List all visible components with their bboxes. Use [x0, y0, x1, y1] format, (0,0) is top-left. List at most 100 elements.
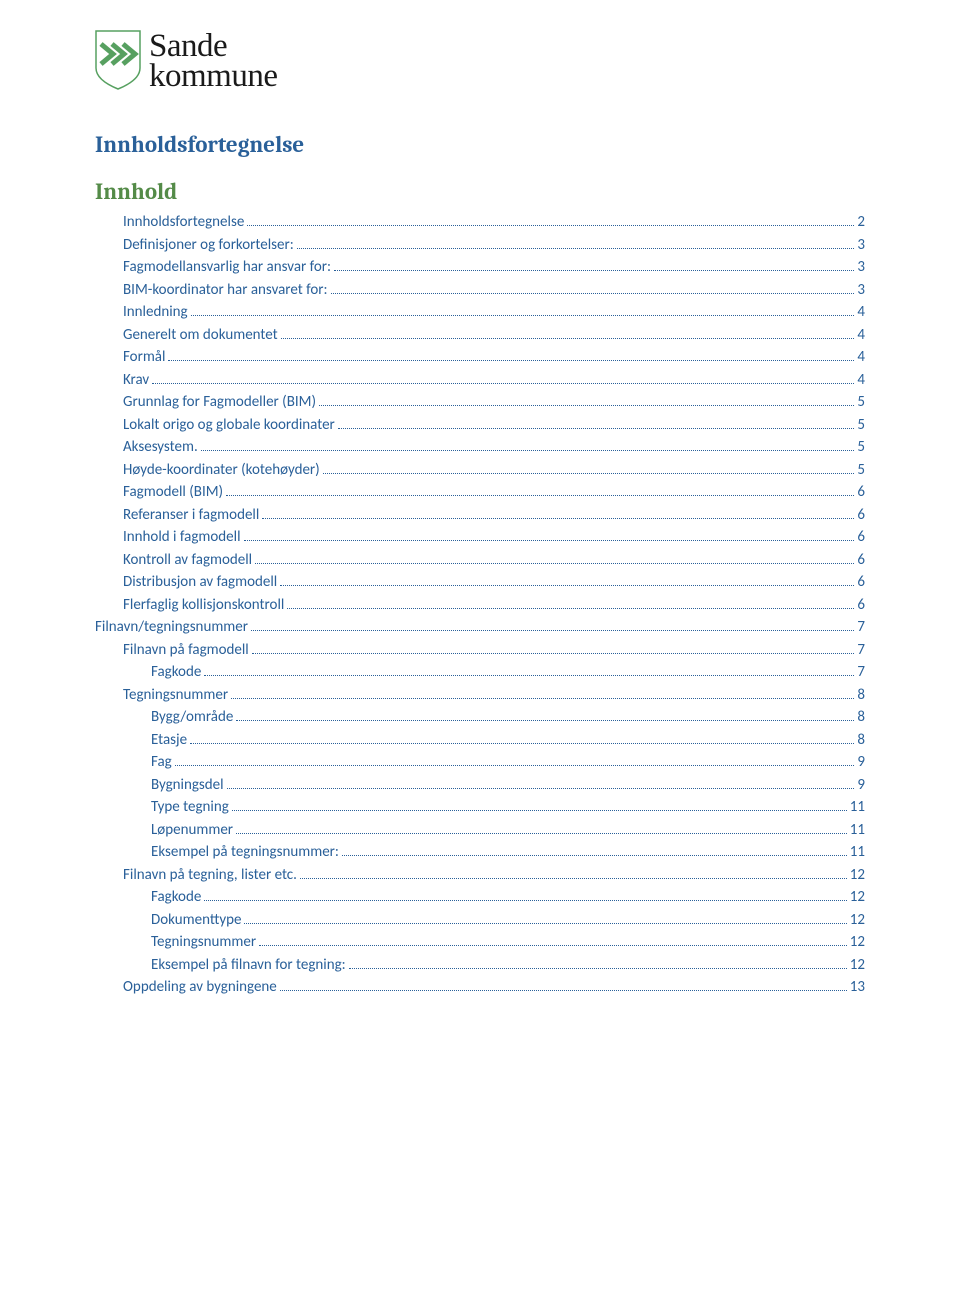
toc-dot-leader	[262, 518, 854, 519]
toc-dot-leader	[190, 743, 854, 744]
toc-entry-label: Bygg/område	[151, 708, 233, 726]
toc-entry[interactable]: Fagmodell (BIM)6	[123, 483, 865, 501]
toc-dot-leader	[244, 923, 846, 924]
toc-entry-page: 11	[850, 843, 865, 861]
toc-entry[interactable]: Høyde-koordinater (kotehøyder)5	[123, 461, 865, 479]
toc-dot-leader	[168, 360, 854, 361]
toc-dot-leader	[319, 405, 854, 406]
toc-entry-label: Fagmodellansvarlig har ansvar for:	[123, 258, 331, 276]
toc-entry[interactable]: Løpenummer11	[151, 821, 865, 839]
toc-entry[interactable]: Bygningsdel 9	[151, 776, 865, 794]
toc-entry-label: Fagkode	[151, 663, 201, 681]
toc-entry-page: 2	[857, 213, 865, 231]
toc-entry-label: Tegningsnummer	[123, 686, 228, 704]
toc-entry-label: Fag	[151, 753, 172, 771]
toc-entry-label: Referanser i fagmodell	[123, 506, 259, 524]
toc-entry-page: 3	[857, 236, 865, 254]
toc-dot-leader	[334, 270, 854, 271]
toc-dot-leader	[226, 495, 854, 496]
toc-entry[interactable]: Flerfaglig kollisjonskontroll6	[123, 596, 865, 614]
toc-entry-page: 11	[850, 798, 865, 816]
toc-entry[interactable]: Krav 4	[123, 371, 865, 389]
toc-entry-page: 4	[857, 303, 865, 321]
toc-entry[interactable]: Definisjoner og forkortelser: 3	[123, 236, 865, 254]
toc-entry[interactable]: BIM-koordinator har ansvaret for:3	[123, 281, 865, 299]
toc-dot-leader	[323, 473, 855, 474]
toc-dot-leader	[300, 878, 847, 879]
toc-entry[interactable]: Grunnlag for Fagmodeller (BIM)5	[123, 393, 865, 411]
toc-entry[interactable]: Filnavn/tegningsnummer7	[95, 618, 865, 636]
toc-entry-label: Etasje	[151, 731, 187, 749]
toc-entry-label: Lokalt origo og globale koordinater	[123, 416, 335, 434]
toc-dot-leader	[247, 225, 854, 226]
toc-entry[interactable]: Eksempel på filnavn for tegning: 12	[151, 956, 865, 974]
toc-entry-label: Definisjoner og forkortelser:	[123, 236, 294, 254]
toc-entry-page: 12	[850, 956, 865, 974]
toc-entry-label: Bygningsdel	[151, 776, 224, 794]
toc-entry[interactable]: Fagkode7	[151, 663, 865, 681]
toc-entry-label: Fagmodell (BIM)	[123, 483, 223, 501]
toc-entry-page: 6	[857, 506, 865, 524]
toc-dot-leader	[252, 653, 855, 654]
toc-dot-leader	[287, 608, 854, 609]
toc-entry[interactable]: Fagmodellansvarlig har ansvar for: 3	[123, 258, 865, 276]
toc-entry[interactable]: Bygg/område8	[151, 708, 865, 726]
toc-dot-leader	[331, 293, 855, 294]
toc-entry[interactable]: Dokumenttype 12	[151, 911, 865, 929]
toc-entry[interactable]: Aksesystem.5	[123, 438, 865, 456]
toc-dot-leader	[204, 675, 854, 676]
toc-entry-label: Fagkode	[151, 888, 201, 906]
toc-dot-leader	[175, 765, 855, 766]
toc-entry-label: Eksempel på tegningsnummer:	[151, 843, 339, 861]
toc-entry-page: 6	[857, 551, 865, 569]
toc-entry-page: 4	[857, 371, 865, 389]
toc-entry-page: 7	[857, 618, 865, 636]
toc-entry[interactable]: Fagkode12	[151, 888, 865, 906]
toc-entry[interactable]: Distribusjon av fagmodell6	[123, 573, 865, 591]
shield-icon	[95, 30, 141, 90]
municipality-logo: Sande kommune	[95, 30, 865, 91]
toc-entry-label: Løpenummer	[151, 821, 233, 839]
toc-dot-leader	[236, 720, 854, 721]
toc-entry[interactable]: Generelt om dokumentet4	[123, 326, 865, 344]
toc-dot-leader	[338, 428, 855, 429]
toc-entry-label: Filnavn på tegning, lister etc.	[123, 866, 297, 884]
toc-dot-leader	[342, 855, 847, 856]
toc-entry-label: Høyde-koordinater (kotehøyder)	[123, 461, 320, 479]
toc-entry[interactable]: Innholdsfortegnelse2	[123, 213, 865, 231]
toc-dot-leader	[280, 990, 847, 991]
page-title: Innholdsfortegnelse	[95, 131, 865, 158]
toc-entry[interactable]: Tegningsnummer12	[151, 933, 865, 951]
toc-entry-label: Krav	[123, 371, 149, 389]
toc-entry-page: 5	[857, 438, 865, 456]
toc-entry[interactable]: Formål4	[123, 348, 865, 366]
toc-entry[interactable]: Oppdeling av bygningene13	[123, 978, 865, 996]
toc-entry-page: 9	[857, 776, 865, 794]
toc-entry[interactable]: Filnavn på fagmodell7	[123, 641, 865, 659]
toc-entry[interactable]: Lokalt origo og globale koordinater5	[123, 416, 865, 434]
toc-entry[interactable]: Fag9	[151, 753, 865, 771]
toc-entry-label: Dokumenttype	[151, 911, 241, 929]
toc-entry-label: Eksempel på filnavn for tegning:	[151, 956, 346, 974]
toc-entry[interactable]: Eksempel på tegningsnummer: 11	[151, 843, 865, 861]
toc-dot-leader	[231, 698, 854, 699]
toc-entry-label: Innledning	[123, 303, 188, 321]
toc-entry[interactable]: Type tegning 11	[151, 798, 865, 816]
logo-text: Sande kommune	[149, 30, 277, 91]
toc-entry[interactable]: Referanser i fagmodell 6	[123, 506, 865, 524]
toc-dot-leader	[232, 810, 847, 811]
toc-entry-page: 5	[857, 393, 865, 411]
toc-entry[interactable]: Kontroll av fagmodell6	[123, 551, 865, 569]
toc-dot-leader	[251, 630, 854, 631]
toc-entry[interactable]: Innledning 4	[123, 303, 865, 321]
toc-entry-page: 12	[850, 911, 865, 929]
toc-entry-label: Type tegning	[151, 798, 229, 816]
toc-entry-page: 3	[857, 258, 865, 276]
toc-entry-label: Formål	[123, 348, 165, 366]
toc-entry[interactable]: Innhold i fagmodell6	[123, 528, 865, 546]
toc-entry[interactable]: Filnavn på tegning, lister etc.12	[123, 866, 865, 884]
toc-entry[interactable]: Etasje8	[151, 731, 865, 749]
toc-entry-label: Distribusjon av fagmodell	[123, 573, 277, 591]
toc-entry-page: 6	[857, 528, 865, 546]
toc-entry[interactable]: Tegningsnummer8	[123, 686, 865, 704]
